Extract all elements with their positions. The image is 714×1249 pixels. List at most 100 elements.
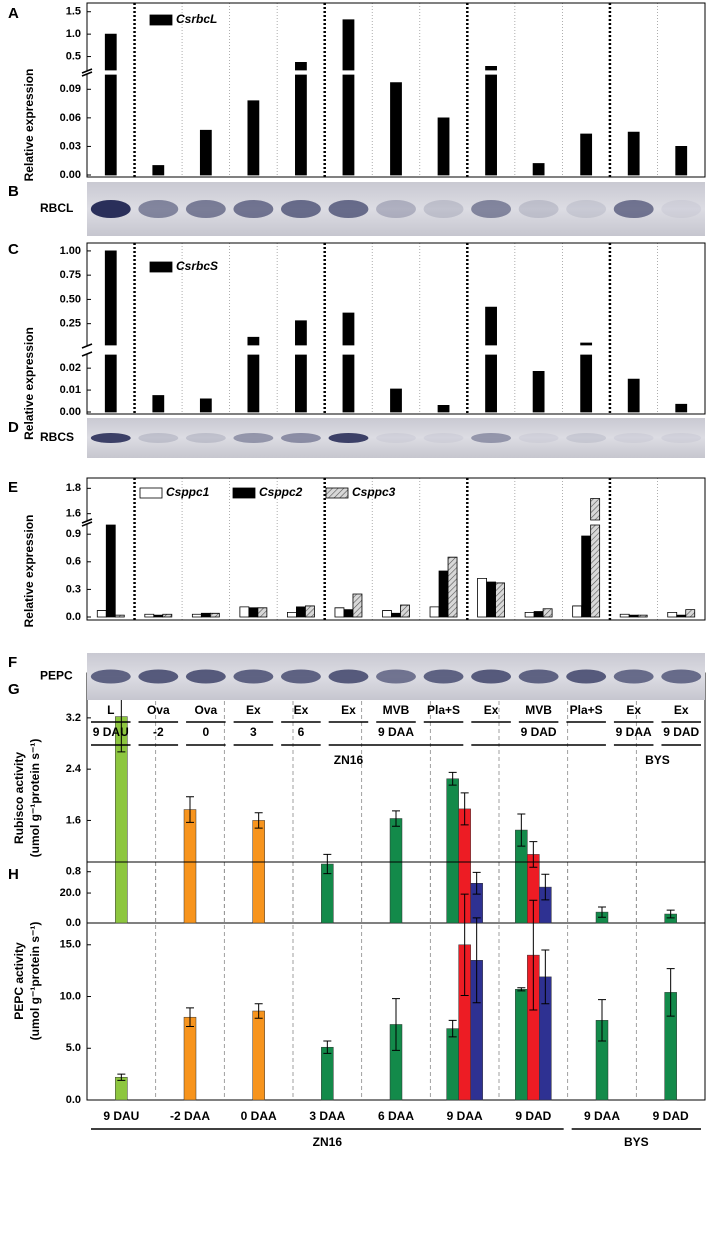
error-bar	[529, 841, 538, 868]
bar	[248, 607, 259, 618]
bar	[572, 605, 583, 618]
bar	[391, 612, 401, 618]
blot-band	[661, 200, 702, 218]
error-bar	[392, 810, 400, 827]
error-bar	[392, 998, 400, 1051]
blot-band	[518, 669, 559, 684]
y-tick-label: 1.5	[66, 6, 81, 18]
bar	[580, 342, 593, 413]
bar	[532, 371, 545, 413]
bar	[390, 82, 402, 176]
blot-band	[613, 200, 654, 218]
y-tick-label: 0.0	[66, 1094, 81, 1106]
legend-swatch	[149, 14, 173, 26]
bar	[627, 131, 640, 176]
blot-band	[233, 669, 274, 684]
blot-band	[280, 200, 321, 218]
bar	[252, 1010, 265, 1101]
blot-band	[185, 669, 226, 684]
bar	[437, 117, 450, 176]
blot-band	[328, 669, 369, 684]
bar	[183, 1016, 197, 1101]
y-tick-label: 20.0	[60, 887, 81, 899]
legend-label: CsrbcL	[176, 12, 217, 26]
error-bar	[323, 1040, 332, 1054]
error-bar	[472, 917, 481, 1004]
y-axis-label: Relative expression	[22, 327, 36, 440]
y-tick-label: 0.0	[66, 611, 81, 623]
bar	[390, 388, 402, 413]
stage-label: 3	[250, 725, 257, 739]
bar	[199, 398, 212, 413]
bar	[287, 612, 297, 618]
bar	[446, 778, 459, 924]
bar	[247, 336, 260, 413]
y-tick-label: 0.06	[60, 112, 81, 124]
bar	[437, 405, 450, 413]
panel-letter: A	[8, 5, 19, 22]
y-tick-label: 15.0	[60, 939, 81, 951]
bar	[447, 556, 458, 618]
bar	[334, 607, 345, 618]
error-bar	[666, 968, 675, 1017]
y-tick-label: 0.3	[66, 583, 81, 595]
stage-label: -2	[153, 725, 164, 739]
panel-letter: F	[8, 654, 17, 671]
bar	[296, 606, 306, 618]
blot-band	[233, 433, 274, 443]
bar	[252, 820, 265, 924]
bar	[152, 395, 165, 413]
tissue-label: Ex	[294, 703, 309, 717]
bar	[438, 570, 449, 618]
y-tick-label: 0.0	[66, 917, 81, 929]
bar	[515, 989, 528, 1101]
error-bar	[541, 873, 550, 901]
blot-band	[90, 669, 131, 684]
blot-band	[138, 433, 179, 443]
axis-break	[81, 343, 93, 349]
bar	[191, 613, 202, 618]
blot-band	[90, 433, 131, 443]
bar	[239, 606, 250, 618]
x-tick-label: 0 DAA	[241, 1109, 277, 1123]
bar	[209, 612, 220, 618]
error-bar	[254, 1003, 263, 1019]
y-tick-label: 3.2	[66, 712, 81, 724]
bar	[628, 614, 639, 618]
bar	[581, 535, 592, 618]
plot-frame	[86, 242, 706, 415]
y-axis-label: Relative expression	[22, 515, 36, 628]
y-tick-label: 0.50	[60, 293, 81, 305]
blot-band	[328, 200, 369, 218]
blot-band	[471, 433, 512, 443]
panel-letter: H	[8, 866, 19, 883]
panel-letter: D	[8, 419, 19, 436]
blot-band	[423, 669, 464, 684]
tissue-label: Ova	[147, 703, 170, 717]
bar	[352, 593, 363, 618]
y-tick-label: 0.03	[60, 140, 81, 152]
bar	[295, 61, 307, 176]
stage-label: 9 DAD	[521, 725, 557, 739]
bar	[343, 609, 354, 618]
x-tick-label: 3 DAA	[309, 1109, 345, 1123]
bar	[429, 606, 440, 618]
legend-label: Csppc1	[166, 485, 210, 499]
y-tick-label: 0.00	[60, 169, 81, 181]
blot-band	[328, 433, 369, 443]
plot-frame	[86, 477, 706, 621]
x-tick-label: -2 DAA	[170, 1109, 210, 1123]
blot-band	[280, 669, 321, 684]
bar	[486, 581, 496, 618]
blot-band	[233, 200, 274, 218]
blot-band	[566, 200, 607, 218]
stage-label: 0	[203, 725, 210, 739]
y-tick-label: 0.01	[60, 384, 81, 396]
bar	[114, 614, 125, 618]
bar	[104, 33, 117, 176]
axis-break	[81, 71, 93, 74]
bar	[152, 165, 165, 176]
x-tick-label: 9 DAA	[447, 1109, 483, 1123]
legend-swatch	[325, 487, 349, 499]
